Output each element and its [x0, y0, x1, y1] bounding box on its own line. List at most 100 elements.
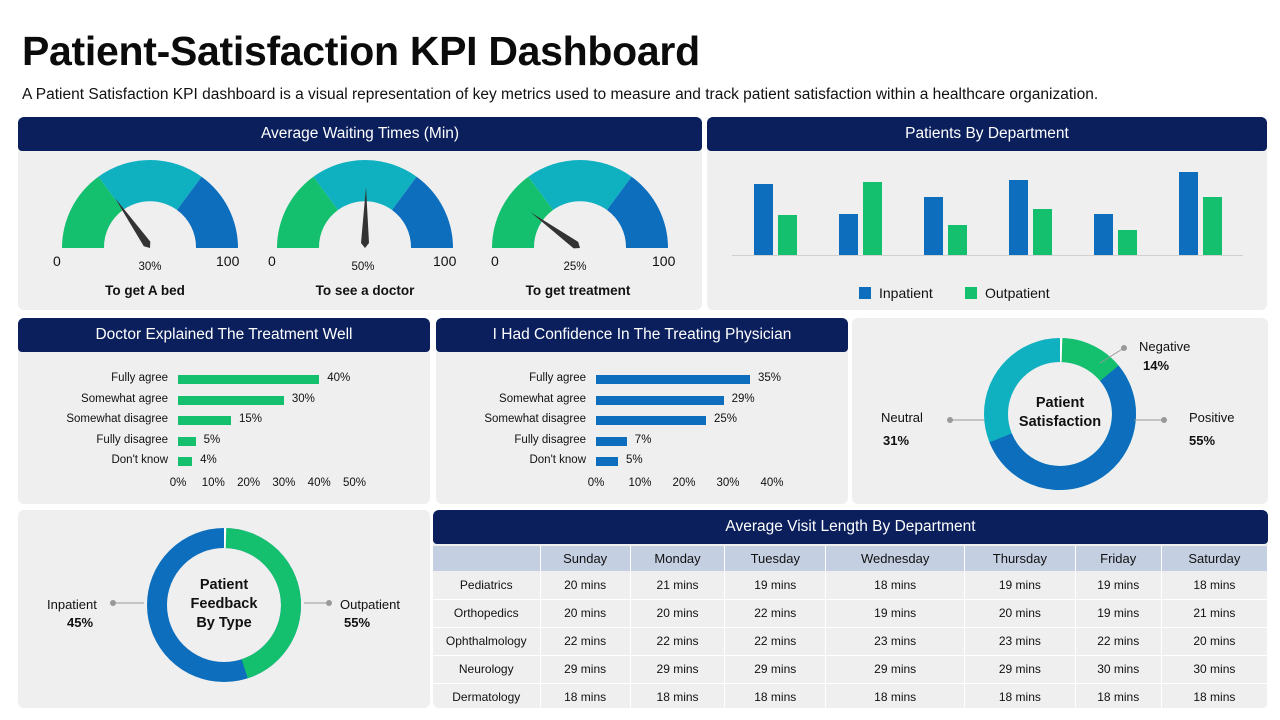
feedback-outpatient-value: 55%	[344, 615, 371, 630]
satisfaction-negative-value: 14%	[1143, 358, 1170, 373]
table-row-department: Dermatology	[433, 683, 541, 708]
confidence-category-label: Fully disagree	[436, 431, 586, 451]
table-cell: 29 mins	[630, 655, 726, 684]
doctor-explained-category-text: Fully disagree	[96, 433, 168, 446]
table-cell: 29 mins	[724, 655, 827, 684]
dept-bar-4-inpatient	[1009, 180, 1028, 255]
legend-label-inpatient: Inpatient	[879, 285, 933, 301]
table-cell: 29 mins	[964, 655, 1076, 684]
feedback-outpatient-label: Outpatient	[340, 597, 400, 612]
table-cell: 18 mins	[1161, 571, 1268, 600]
table-cell: 21 mins	[630, 571, 726, 600]
table-row: Orthopedics 20 mins 20 mins 22 mins 19 mins 2…	[433, 599, 1268, 628]
table-cell: 19 mins	[1075, 571, 1162, 600]
gauge-doctor-min: 0	[268, 253, 276, 269]
doctor-explained-category-text: Somewhat disagree	[66, 413, 168, 425]
satisfaction-positive-label: Positive	[1189, 410, 1235, 425]
doctor-explained-category-label: Fully disagree	[18, 431, 168, 451]
dept-bar-3-inpatient	[924, 197, 943, 255]
confidence-bar-value: 25%	[714, 413, 738, 425]
confidence-header: I Had Confidence In The Treating Physici…	[436, 318, 848, 352]
feedback-center-line3: By Type	[196, 614, 252, 631]
gauge-treatment-name: To get treatment	[525, 283, 631, 298]
table-row-department: Neurology	[433, 655, 541, 684]
doctor-explained-category-text: Fully agree	[111, 372, 168, 384]
feedback-center-line1: Patient	[199, 577, 249, 593]
confidence-panel: I Had Confidence In The Treating Physici…	[436, 318, 848, 504]
feedback-inpatient-label: Inpatient	[47, 597, 97, 612]
confidence-category-text: Fully agree	[529, 372, 586, 384]
confidence-bar	[596, 457, 618, 466]
feedback-center-line2: Feedback	[190, 595, 258, 612]
feedback-inpatient-value: 45%	[67, 615, 94, 630]
waiting-times-panel: Average Waiting Times (Min) 0 100 30% To…	[18, 117, 702, 310]
confidence-bar	[596, 416, 706, 425]
table-cell: 18 mins	[724, 683, 827, 708]
doctor-explained-axis-tick: 50%	[342, 477, 367, 489]
dept-bar-2-inpatient	[839, 214, 858, 255]
table-header-day: Wednesday	[825, 546, 966, 571]
doctor-explained-bar	[178, 416, 231, 425]
satisfaction-positive-value: 55%	[1189, 433, 1216, 448]
visit-length-header: Average Visit Length By Department	[433, 510, 1268, 544]
dept-bar-4-outpatient	[1033, 209, 1052, 255]
table-header-day: Sunday	[540, 546, 631, 571]
doctor-explained-bar	[178, 436, 196, 446]
confidence-axis-tick: 10%	[628, 477, 652, 489]
visit-length-table: Sunday Monday Tuesday Wednesday Thursday Frid…	[433, 546, 1268, 708]
page-title: Patient-Satisfaction KPI Dashboard	[22, 28, 700, 74]
table-row: Dermatology 18 mins 18 mins 18 mins 18 mins 1…	[433, 683, 1268, 708]
confidence-category-label: Somewhat disagree	[436, 410, 586, 430]
gauge-bed-name: To get A bed	[105, 283, 185, 298]
departments-legend-outpatient: Outpatient	[965, 285, 1050, 301]
table-cell: 30 mins	[1075, 655, 1162, 684]
table-cell: 20 mins	[1161, 627, 1268, 656]
doctor-explained-axis-tick: 20%	[237, 477, 261, 489]
doctor-explained-bar	[178, 395, 284, 405]
gauge-doctor-max: 100	[433, 253, 457, 269]
table-cell: 23 mins	[964, 627, 1076, 656]
confidence-category-text: Fully disagree	[514, 433, 586, 446]
satisfaction-center-line1: Patient	[1035, 395, 1085, 411]
confidence-bar	[596, 395, 724, 405]
dept-bar-2-outpatient	[863, 182, 882, 255]
confidence-category-label: Don't know	[436, 451, 586, 471]
table-cell: 19 mins	[825, 599, 966, 628]
confidence-bar-value: 5%	[626, 454, 643, 466]
table-header-day: Thursday	[964, 546, 1076, 571]
doctor-explained-bar-value: 5%	[203, 433, 221, 446]
table-cell: 18 mins	[964, 683, 1076, 708]
doctor-explained-axis-tick: 30%	[272, 477, 296, 489]
table-cell: 18 mins	[1075, 683, 1162, 708]
table-header-blank	[433, 546, 541, 571]
table-header-day: Tuesday	[724, 546, 827, 571]
departments-legend-inpatient: Inpatient	[859, 285, 933, 301]
table-cell: 20 mins	[630, 599, 726, 628]
table-cell: 20 mins	[540, 571, 631, 600]
dept-bar-3-outpatient	[948, 225, 967, 255]
gauge-bed-pct: 30%	[138, 261, 162, 273]
table-cell: 22 mins	[724, 599, 827, 628]
satisfaction-neutral-label: Neutral	[881, 410, 923, 425]
confidence-bar	[596, 436, 627, 446]
doctor-explained-bar-value: 40%	[327, 372, 351, 384]
doctor-explained-category-label: Somewhat disagree	[18, 410, 168, 430]
satisfaction-center-line2: Satisfaction	[1018, 413, 1102, 430]
dept-bar-5-outpatient	[1118, 230, 1137, 255]
doctor-explained-bar-value: 15%	[238, 413, 262, 425]
table-cell: 18 mins	[630, 683, 726, 708]
confidence-bar-value: 7%	[634, 433, 652, 446]
legend-swatch-inpatient	[859, 287, 871, 299]
table-cell: 29 mins	[540, 655, 631, 684]
confidence-bar	[596, 375, 750, 384]
table-cell: 22 mins	[1075, 627, 1162, 656]
table-row: Ophthalmology 22 mins 22 mins 22 mins 23 min…	[433, 627, 1268, 656]
gauge-doctor-dial	[277, 159, 453, 248]
confidence-category-text: Don't know	[529, 454, 586, 466]
table-cell: 22 mins	[724, 627, 827, 656]
doctor-explained-panel: Doctor Explained The Treatment Well Full…	[18, 318, 430, 504]
table-cell: 19 mins	[1075, 599, 1162, 628]
doctor-explained-category-label: Don't know	[18, 451, 168, 471]
doctor-explained-bar	[178, 375, 320, 384]
satisfaction-donut	[947, 338, 1167, 490]
